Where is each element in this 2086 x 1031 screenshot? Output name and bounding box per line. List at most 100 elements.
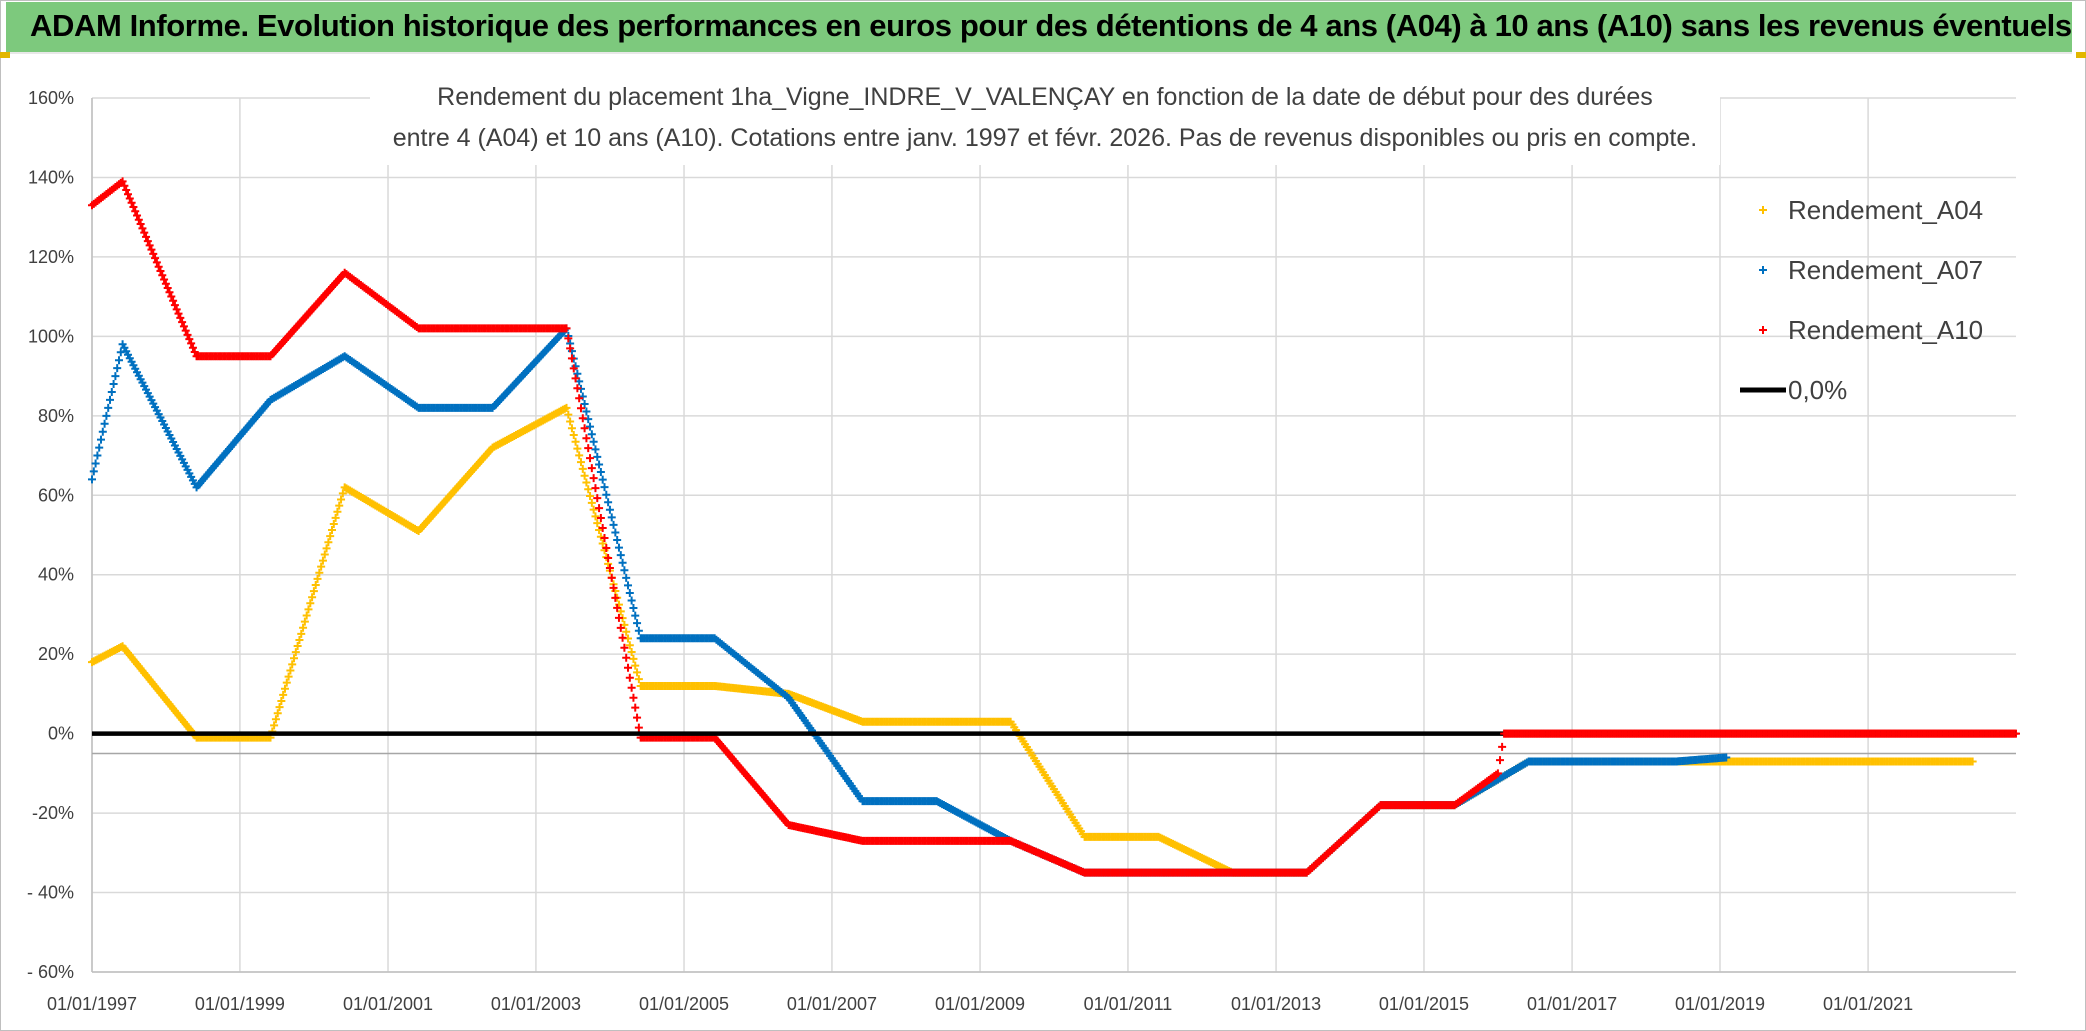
data-point (145, 241, 154, 250)
data-point (309, 587, 318, 596)
x-tick-label: 01/01/2005 (639, 994, 729, 1014)
data-point (129, 203, 138, 212)
data-point (133, 211, 142, 220)
x-axis-ticks: 01/01/1997 01/01/1999 01/01/2001 01/01/2003… (47, 994, 1913, 1014)
data-point (302, 611, 311, 620)
data-point (156, 266, 165, 275)
data-point (598, 524, 607, 533)
data-point (613, 536, 622, 545)
data-point (576, 458, 585, 467)
data-point (616, 551, 625, 560)
data-point (573, 384, 582, 393)
data-point (571, 437, 580, 446)
data-point (89, 467, 98, 476)
data-point (611, 528, 620, 537)
data-point (596, 514, 605, 523)
x-tick-label: 01/01/2019 (1675, 994, 1765, 1014)
data-point (602, 543, 611, 552)
series-rendement-a07 (88, 324, 1731, 877)
y-tick-label: 20% (38, 644, 74, 664)
data-point (580, 424, 589, 433)
data-point (587, 430, 596, 439)
data-point (622, 573, 631, 582)
data-point (299, 623, 308, 632)
y-tick-label: 140% (28, 167, 74, 187)
data-point (170, 301, 179, 310)
legend-label: Rendement_A07 (1788, 255, 1983, 285)
data-point (586, 492, 595, 501)
data-point (614, 613, 623, 622)
data-point (613, 603, 622, 612)
data-point (291, 648, 300, 657)
data-point (163, 284, 172, 293)
y-tick-label: 40% (38, 565, 74, 585)
data-point (127, 198, 136, 207)
y-tick-label: 120% (28, 247, 74, 267)
data-point (161, 279, 170, 288)
data-point (107, 387, 116, 396)
legend-marker-swatch (1759, 206, 1767, 214)
data-point (322, 544, 331, 553)
data-point (147, 245, 156, 254)
data-point (324, 538, 333, 547)
data-point (284, 672, 293, 681)
data-point (575, 394, 584, 403)
data-point (122, 185, 131, 194)
data-point (604, 498, 613, 507)
data-point (306, 599, 315, 608)
data-point (102, 411, 111, 420)
data-point (165, 288, 174, 297)
data-point (611, 593, 620, 602)
data-point (620, 566, 629, 575)
data-point (600, 483, 609, 492)
x-tick-label: 01/01/2013 (1231, 994, 1321, 1014)
data-point (605, 505, 614, 514)
data-point (573, 444, 582, 453)
data-point (300, 617, 309, 626)
data-point (142, 232, 151, 241)
data-point (185, 335, 194, 344)
y-tick-label: 60% (38, 485, 74, 505)
data-point (584, 485, 593, 494)
data-point (190, 347, 199, 356)
series-rendement-a10-zero-segment (1500, 729, 2019, 738)
data-point (91, 459, 100, 468)
data-point (600, 534, 609, 543)
data-point (580, 471, 589, 480)
data-point (331, 513, 340, 522)
data-point (1496, 756, 1505, 765)
data-point (591, 512, 600, 521)
data-point (131, 207, 140, 216)
data-point (279, 690, 288, 699)
legend-label: 0,0% (1788, 375, 1847, 405)
x-tick-label: 01/01/2017 (1527, 994, 1617, 1014)
data-point (567, 354, 576, 363)
data-point (591, 445, 600, 454)
data-point (329, 519, 338, 528)
data-point (602, 490, 611, 499)
page-title: ADAM Informe. Evolution historique des p… (30, 8, 2072, 43)
x-tick-label: 01/01/1997 (47, 994, 137, 1014)
data-point (629, 604, 638, 613)
data-point (282, 678, 291, 687)
data-point (174, 309, 183, 318)
data-point (326, 532, 335, 541)
grid (91, 97, 2016, 973)
y-tick-label: - 40% (27, 883, 74, 903)
data-point (634, 675, 643, 684)
data-point (290, 654, 299, 663)
data-point (113, 364, 122, 373)
data-point (138, 224, 147, 233)
x-tick-label: 01/01/2011 (1084, 994, 1173, 1014)
data-point (143, 237, 152, 246)
title-banner: ADAM Informe. Evolution historique des p… (6, 2, 2072, 54)
legend-marker-swatch (1759, 266, 1767, 274)
data-point (151, 254, 160, 263)
data-point (622, 653, 631, 662)
data-point (629, 654, 638, 663)
data-point (591, 484, 600, 493)
x-tick-label: 01/01/2015 (1379, 994, 1469, 1014)
data-point (614, 543, 623, 552)
data-point (181, 326, 190, 335)
